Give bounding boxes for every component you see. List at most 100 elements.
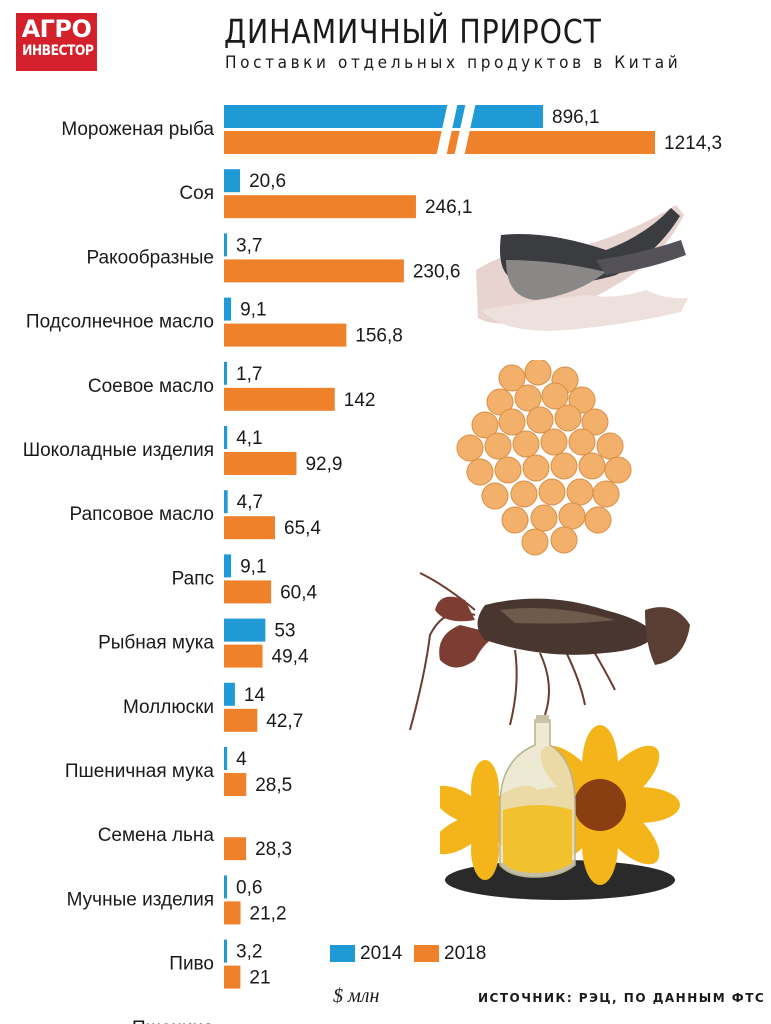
category-label: Мучные изделия bbox=[67, 889, 214, 910]
value-label-2014: 1,7 bbox=[236, 364, 262, 385]
chart-title: ДИНАМИЧНЫЙ ПРИРОСТ bbox=[224, 12, 602, 51]
sunflower-oil-illustration bbox=[440, 715, 680, 900]
soybean-shape bbox=[514, 384, 542, 412]
bar-2014 bbox=[224, 297, 232, 321]
soybeans-illustration bbox=[456, 360, 632, 556]
value-label-2014: 896,1 bbox=[552, 107, 600, 128]
category-label: Семена льна bbox=[98, 825, 215, 846]
value-label-2018: 60,4 bbox=[280, 582, 317, 603]
soybean-shape bbox=[581, 408, 609, 436]
fish-fillet-illustration bbox=[476, 205, 688, 331]
bar-2018 bbox=[224, 837, 247, 861]
category-label: Рыбная мука bbox=[98, 633, 214, 654]
value-label-2018: 21 bbox=[249, 968, 270, 989]
soybean-shape bbox=[530, 504, 558, 532]
soybean-shape bbox=[596, 432, 624, 460]
soybean-shape bbox=[521, 528, 549, 556]
bar-2018 bbox=[224, 580, 272, 604]
soybean-shape bbox=[494, 456, 522, 484]
soybean-shape bbox=[486, 388, 514, 416]
soybean-shape bbox=[578, 452, 606, 480]
bar-2014 bbox=[224, 875, 227, 899]
value-label-2014: 4,1 bbox=[236, 428, 262, 449]
value-label-2014: 4,7 bbox=[237, 492, 263, 513]
category-label: Шоколадные изделия bbox=[23, 440, 214, 461]
soybean-shape bbox=[484, 432, 512, 460]
category-label: Рапс bbox=[172, 568, 214, 589]
bar-2014 bbox=[224, 554, 232, 578]
soybean-shape bbox=[540, 428, 568, 456]
soybean-shape bbox=[541, 382, 569, 410]
bar-2018 bbox=[224, 901, 241, 925]
category-label: Соевое масло bbox=[88, 376, 214, 397]
bar-2014 bbox=[224, 490, 228, 514]
value-label-2018: 1214,3 bbox=[664, 133, 722, 154]
soybean-shape bbox=[554, 404, 582, 432]
legend-swatch-2018 bbox=[414, 945, 439, 962]
soybean-shape bbox=[466, 458, 494, 486]
value-label-2014: 53 bbox=[274, 621, 295, 642]
bar-2014 bbox=[224, 426, 228, 449]
bar-2018 bbox=[224, 773, 247, 796]
bar-2014 bbox=[224, 618, 266, 642]
category-label: Пиво bbox=[169, 954, 214, 975]
axis-break-gap-1 bbox=[436, 102, 458, 157]
value-label-2018: 49,4 bbox=[272, 647, 309, 668]
soybean-shape bbox=[592, 480, 620, 508]
category-label: Соя bbox=[179, 183, 214, 204]
value-label-2014: 3,2 bbox=[236, 942, 262, 963]
soybean-shape bbox=[501, 506, 529, 534]
bar-2018 bbox=[224, 387, 335, 411]
soybean-shape bbox=[558, 502, 586, 530]
soybean-shape bbox=[604, 456, 632, 484]
value-label-2014: 14 bbox=[244, 685, 266, 706]
category-label: Подсолнечное масло bbox=[26, 312, 214, 333]
axis-break-gap-2 bbox=[454, 102, 476, 157]
bar-2018 bbox=[224, 452, 297, 475]
bar-2014 bbox=[224, 361, 227, 385]
bar-2018 bbox=[224, 708, 258, 732]
soybean-shape bbox=[522, 454, 550, 482]
soybean-shape bbox=[568, 428, 596, 456]
category-label: Ракообразные bbox=[87, 247, 215, 268]
value-label-2014: 9,1 bbox=[240, 300, 266, 321]
bar-2018 bbox=[224, 259, 404, 283]
soybean-shape bbox=[498, 364, 526, 392]
logo-bottom-text: ИНВЕСТОР bbox=[22, 43, 94, 59]
category-label: Мороженая рыба bbox=[61, 119, 214, 140]
soybean-shape bbox=[456, 434, 484, 462]
legend-label-2014: 2014 bbox=[360, 943, 403, 964]
legend-swatch-2014 bbox=[330, 945, 355, 962]
logo-top-text: АГРО bbox=[21, 15, 92, 43]
crayfish-illustration bbox=[409, 572, 690, 731]
value-label-2014: 4 bbox=[236, 749, 247, 770]
value-label-2018: 21,2 bbox=[250, 903, 287, 924]
value-label-2018: 65,4 bbox=[284, 518, 321, 539]
soybean-shape bbox=[568, 386, 596, 414]
soybean-shape bbox=[510, 480, 538, 508]
value-label-2018: 230,6 bbox=[413, 261, 461, 282]
bar-2018 bbox=[224, 644, 263, 668]
value-label-2018: 92,9 bbox=[305, 454, 342, 475]
value-label-2014: 9,1 bbox=[240, 556, 266, 577]
category-label: Пшеничная мука bbox=[65, 761, 215, 782]
soybean-shape bbox=[498, 408, 526, 436]
category-label: Рапсовое масло bbox=[70, 504, 214, 525]
value-label-2014: 0,6 bbox=[236, 877, 262, 898]
soybean-shape bbox=[526, 406, 554, 434]
value-label-2018: 156,8 bbox=[355, 326, 403, 347]
unit-label: $ млн bbox=[333, 985, 380, 1007]
value-label-2018: 42,7 bbox=[266, 711, 303, 732]
soybean-shape bbox=[538, 478, 566, 506]
soybean-shape bbox=[471, 411, 499, 439]
bar-2014 bbox=[224, 169, 241, 193]
bar-2018 bbox=[224, 323, 347, 347]
bar-2014 bbox=[224, 105, 543, 128]
category-label: Моллюски bbox=[123, 697, 214, 718]
value-label-2014: 3,7 bbox=[236, 235, 262, 256]
soybean-shape bbox=[512, 430, 540, 458]
bar-2018 bbox=[224, 516, 276, 540]
soybean-shape bbox=[550, 526, 578, 554]
bar-2014 bbox=[224, 682, 235, 706]
